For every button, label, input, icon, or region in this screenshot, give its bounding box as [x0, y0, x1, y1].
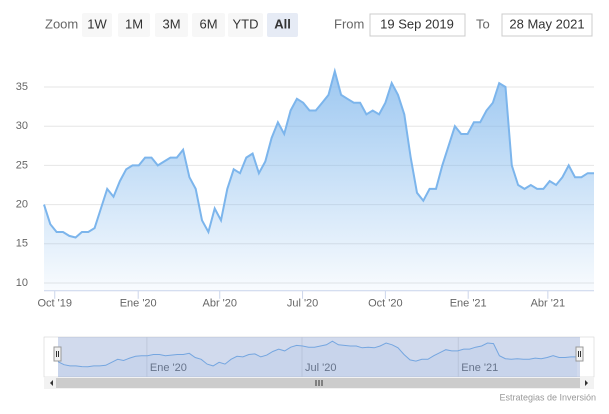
navigator-handle[interactable] [53, 346, 62, 362]
zoom-button[interactable] [228, 13, 263, 37]
to-input[interactable] [501, 13, 593, 37]
zoom-button-label[interactable]: 1M [125, 16, 143, 31]
y-tick-label: 30 [16, 120, 28, 132]
navigator-handle-grip [56, 351, 59, 357]
y-tick-label: 20 [16, 198, 28, 210]
zoom-button-label[interactable]: All [274, 16, 291, 31]
credits[interactable]: Estrategias de Inversión [499, 392, 596, 402]
navigator-line [57, 340, 577, 368]
line [43, 67, 594, 239]
area [44, 71, 594, 291]
zoom-button[interactable] [155, 13, 188, 37]
zoom-button[interactable] [82, 13, 112, 37]
y-tick-label: 25 [16, 159, 28, 171]
scrollbar-grip [315, 380, 323, 386]
navigator-handle-grip [578, 351, 581, 357]
y-tick-label: 15 [16, 238, 28, 250]
navigator-tick-label: Jul '20 [305, 362, 336, 374]
to-date[interactable]: 28 May 2021 [509, 16, 584, 31]
navigator-handle[interactable] [575, 346, 584, 362]
zoom-button-label[interactable]: 6M [199, 16, 217, 31]
to-label: To [476, 16, 490, 31]
y-tick-label: 10 [16, 277, 28, 289]
x-tick-label: Abr '20 [202, 298, 237, 310]
navigator-tick-label: Ene '21 [461, 362, 498, 374]
x-tick-label: Jul '20 [287, 298, 318, 310]
zoom-button[interactable] [118, 13, 150, 37]
zoom-button-label[interactable]: 1W [87, 16, 107, 31]
from-label: From [334, 16, 364, 31]
from-input[interactable] [369, 13, 466, 37]
navigator-tick-label: Ene '20 [150, 362, 187, 374]
x-tick-label: Oct '20 [368, 298, 403, 310]
x-tick-label: Ene '20 [120, 298, 157, 310]
zoom-button[interactable] [192, 13, 225, 37]
x-tick-label: Abr '21 [531, 298, 566, 310]
zoom-button-label[interactable]: 3M [162, 16, 180, 31]
zoom-label: Zoom [45, 16, 78, 31]
y-tick-label: 35 [16, 81, 28, 93]
zoom-button[interactable] [267, 13, 298, 37]
scrollbar-thumb[interactable] [56, 378, 580, 388]
from-date[interactable]: 19 Sep 2019 [380, 16, 454, 31]
zoom-button-label[interactable]: YTD [233, 16, 259, 31]
navigator-mask[interactable] [58, 337, 580, 377]
x-tick-label: Oct '19 [37, 298, 72, 310]
x-tick-label: Ene '21 [450, 298, 487, 310]
